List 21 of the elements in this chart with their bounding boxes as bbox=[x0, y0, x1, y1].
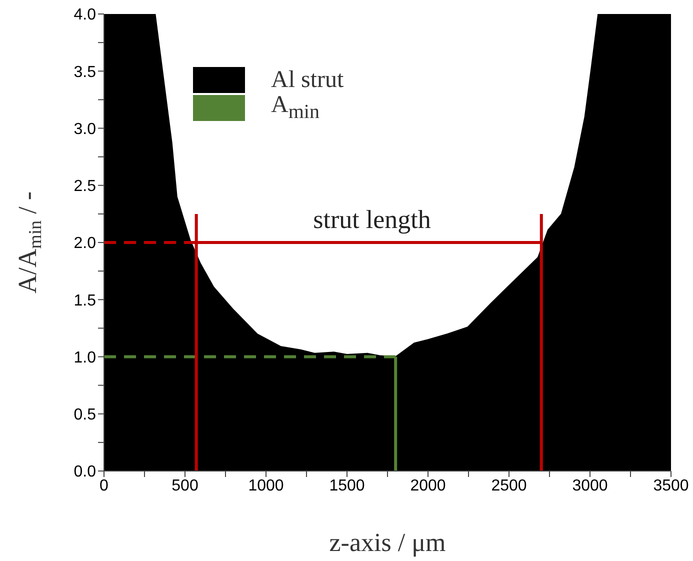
x-axis-title: z-axis / μm bbox=[329, 528, 446, 557]
legend-label: Al strut bbox=[271, 66, 344, 94]
y-tick-label: 1.5 bbox=[74, 292, 96, 310]
x-tick-label: 2500 bbox=[491, 477, 527, 494]
y-tick-label: 4.0 bbox=[74, 6, 96, 24]
x-tick-label: 1000 bbox=[248, 477, 284, 494]
y-tick-label: 2.0 bbox=[74, 235, 96, 252]
y-tick-label: 2.5 bbox=[74, 178, 96, 196]
x-tick-label: 3000 bbox=[572, 477, 608, 494]
x-tick-label: 2000 bbox=[410, 477, 446, 494]
y-tick-label: 3.0 bbox=[74, 120, 96, 138]
y-tick-label: 0.5 bbox=[74, 406, 96, 424]
annotation: strut length bbox=[313, 205, 431, 234]
y-tick-label: 3.5 bbox=[74, 64, 96, 81]
x-tick-label: 500 bbox=[172, 477, 198, 494]
y-tick-label: 0.0 bbox=[74, 464, 96, 481]
x-tick-label: 0 bbox=[100, 477, 109, 494]
x-tick-label: 3500 bbox=[653, 477, 689, 494]
legend-label: A$_{min}$ bbox=[271, 92, 320, 124]
y-tick-label: 1.0 bbox=[74, 349, 96, 366]
x-tick-label: 1500 bbox=[329, 477, 365, 494]
